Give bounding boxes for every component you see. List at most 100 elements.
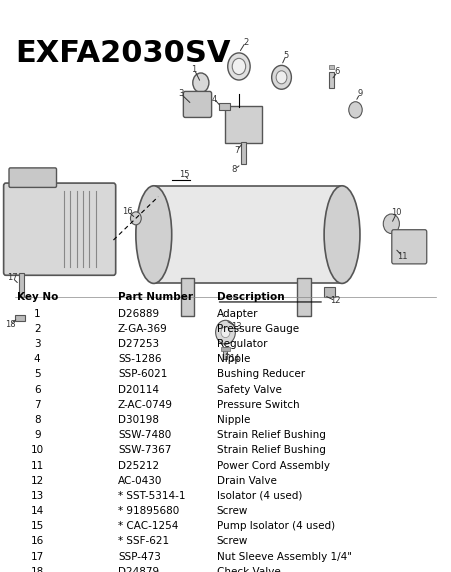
Text: Power Cord Assembly: Power Cord Assembly — [216, 460, 330, 471]
Text: 2: 2 — [34, 324, 41, 334]
Bar — [221, 347, 230, 351]
Text: EXFA2030SV: EXFA2030SV — [15, 39, 230, 68]
Text: 7: 7 — [234, 146, 239, 155]
Circle shape — [232, 58, 246, 74]
Text: 10: 10 — [31, 446, 44, 455]
Text: 13: 13 — [231, 322, 242, 331]
Bar — [15, 315, 25, 321]
Text: Strain Relief Bushing: Strain Relief Bushing — [216, 430, 326, 440]
Text: 1: 1 — [34, 309, 41, 319]
Text: Nut Sleeve Assembly 1/4": Nut Sleeve Assembly 1/4" — [216, 551, 351, 562]
Circle shape — [383, 214, 400, 233]
Text: Check Valve: Check Valve — [216, 567, 280, 572]
Text: 13: 13 — [31, 491, 44, 501]
Text: 5: 5 — [34, 370, 41, 379]
Text: 15: 15 — [31, 521, 44, 531]
Text: 5: 5 — [283, 51, 289, 60]
Text: 6: 6 — [34, 384, 41, 395]
Circle shape — [272, 65, 291, 89]
Text: Z-AC-0749: Z-AC-0749 — [118, 400, 173, 410]
Bar — [329, 65, 334, 69]
Text: Pressure Switch: Pressure Switch — [216, 400, 299, 410]
Circle shape — [193, 73, 209, 93]
Text: D27253: D27253 — [118, 339, 159, 349]
Text: 12: 12 — [31, 476, 44, 486]
Text: 1: 1 — [192, 65, 197, 74]
Circle shape — [276, 71, 287, 84]
FancyBboxPatch shape — [184, 92, 212, 117]
Text: Isolator (4 used): Isolator (4 used) — [216, 491, 302, 501]
Text: AC-0430: AC-0430 — [118, 476, 162, 486]
Text: 16: 16 — [123, 207, 133, 216]
Text: D25212: D25212 — [118, 460, 159, 471]
Text: 15: 15 — [179, 170, 189, 180]
Bar — [324, 287, 335, 297]
Text: 9: 9 — [34, 430, 41, 440]
Text: Drain Valve: Drain Valve — [216, 476, 276, 486]
FancyBboxPatch shape — [154, 186, 342, 283]
Text: 16: 16 — [31, 537, 44, 546]
Ellipse shape — [324, 186, 360, 283]
Text: Safety Valve: Safety Valve — [216, 384, 281, 395]
Text: 7: 7 — [34, 400, 41, 410]
Text: 18: 18 — [31, 567, 44, 572]
Text: Strain Relief Bushing: Strain Relief Bushing — [216, 446, 326, 455]
FancyBboxPatch shape — [9, 168, 56, 188]
Text: SS-1286: SS-1286 — [118, 354, 161, 364]
Text: 14: 14 — [31, 506, 44, 516]
Text: Part Number: Part Number — [118, 292, 193, 302]
FancyBboxPatch shape — [392, 230, 427, 264]
Text: * SSF-621: * SSF-621 — [118, 537, 169, 546]
Circle shape — [216, 320, 235, 344]
Text: Bushing Reducer: Bushing Reducer — [216, 370, 305, 379]
Circle shape — [349, 102, 362, 118]
Text: Pump Isolator (4 used): Pump Isolator (4 used) — [216, 521, 335, 531]
Text: SSW-7480: SSW-7480 — [118, 430, 171, 440]
FancyBboxPatch shape — [225, 106, 262, 144]
Circle shape — [228, 53, 250, 80]
Text: Screw: Screw — [216, 506, 248, 516]
Circle shape — [130, 212, 141, 225]
Text: Pressure Gauge: Pressure Gauge — [216, 324, 299, 334]
Text: 17: 17 — [31, 551, 44, 562]
Text: SSP-6021: SSP-6021 — [118, 370, 167, 379]
Text: * 91895680: * 91895680 — [118, 506, 179, 516]
Text: 2: 2 — [243, 38, 249, 46]
Text: Key No: Key No — [17, 292, 58, 302]
Bar — [19, 273, 24, 297]
Text: 8: 8 — [34, 415, 41, 425]
Ellipse shape — [136, 186, 172, 283]
Text: 11: 11 — [397, 252, 408, 261]
Text: Description: Description — [216, 292, 284, 302]
Text: 4: 4 — [34, 354, 41, 364]
FancyBboxPatch shape — [4, 183, 116, 275]
Text: 17: 17 — [7, 273, 18, 283]
Bar — [241, 142, 246, 164]
Text: 10: 10 — [391, 208, 402, 217]
FancyBboxPatch shape — [297, 278, 311, 316]
Circle shape — [221, 327, 230, 337]
Text: 11: 11 — [31, 460, 44, 471]
Text: 6: 6 — [335, 67, 340, 77]
Text: D24879: D24879 — [118, 567, 159, 572]
Text: * CAC-1254: * CAC-1254 — [118, 521, 178, 531]
Text: 3: 3 — [178, 89, 184, 98]
Text: * SST-5314-1: * SST-5314-1 — [118, 491, 185, 501]
Text: Nipple: Nipple — [216, 354, 250, 364]
Text: Regulator: Regulator — [216, 339, 267, 349]
Text: 3: 3 — [34, 339, 41, 349]
Text: Z-GA-369: Z-GA-369 — [118, 324, 168, 334]
Text: Nipple: Nipple — [216, 415, 250, 425]
Text: D30198: D30198 — [118, 415, 159, 425]
Text: Adapter: Adapter — [216, 309, 258, 319]
Text: D20114: D20114 — [118, 384, 159, 395]
Text: 18: 18 — [5, 320, 16, 328]
Bar — [219, 104, 230, 110]
Text: 14: 14 — [229, 353, 240, 363]
Text: 12: 12 — [330, 296, 341, 305]
Text: SSW-7367: SSW-7367 — [118, 446, 171, 455]
Text: 4: 4 — [212, 94, 217, 104]
Text: Screw: Screw — [216, 537, 248, 546]
Bar — [329, 72, 334, 88]
Bar — [223, 347, 227, 359]
